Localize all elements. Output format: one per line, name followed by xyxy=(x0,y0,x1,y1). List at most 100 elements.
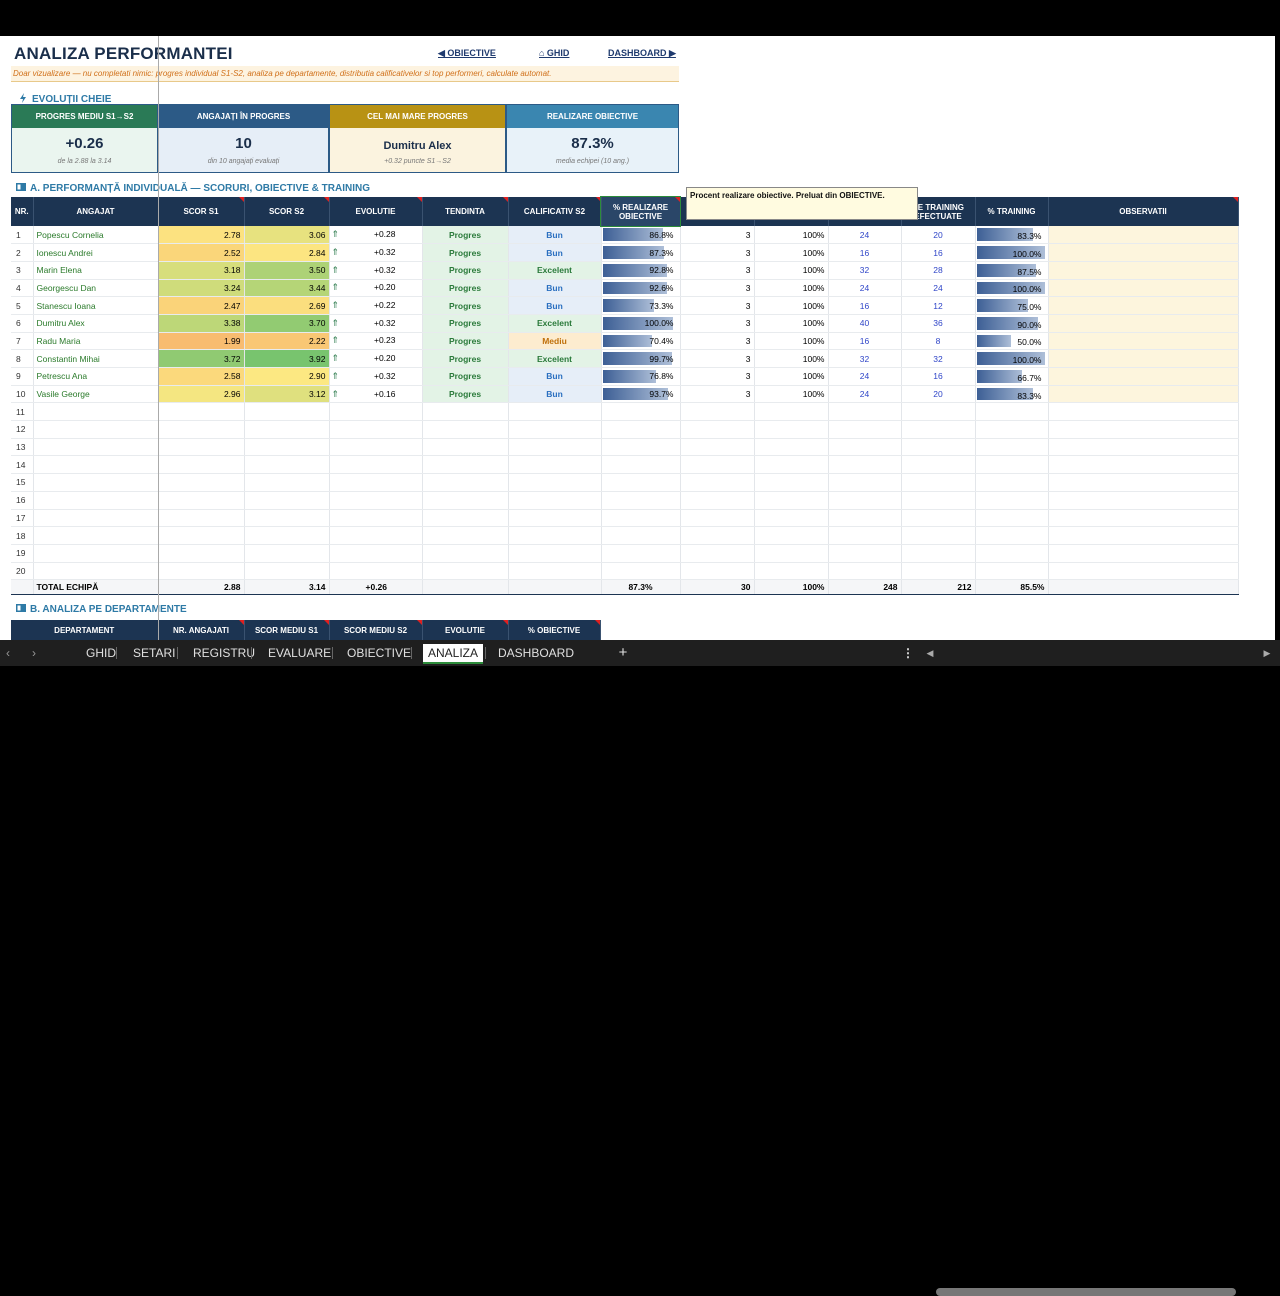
empty-cell[interactable] xyxy=(601,562,681,581)
score-s1[interactable]: 3.18 xyxy=(158,261,245,280)
employee-name[interactable]: Dumitru Alex xyxy=(33,314,159,333)
employee-name[interactable]: Popescu Cornelia xyxy=(33,226,159,245)
empty-cell[interactable] xyxy=(33,544,159,563)
table-row[interactable]: 18 xyxy=(11,526,1239,545)
empty-cell[interactable] xyxy=(33,420,159,439)
objectives-count[interactable]: 3 xyxy=(680,296,755,315)
evolution-cell[interactable]: ⇑ +0.32 xyxy=(329,314,423,333)
sheet-tab-evaluare[interactable]: EVALUARE xyxy=(268,646,332,660)
empty-cell[interactable] xyxy=(158,491,245,510)
score-s2[interactable]: 3.50 xyxy=(244,261,330,280)
training-planned[interactable]: 32 xyxy=(828,261,902,280)
empty-cell[interactable] xyxy=(975,402,1049,422)
empty-cell[interactable] xyxy=(1048,455,1239,475)
training-done[interactable]: 36 xyxy=(901,314,976,333)
empty-cell[interactable] xyxy=(975,526,1049,545)
empty-cell[interactable] xyxy=(975,473,1049,492)
dept-column-header[interactable]: DEPARTAMENT xyxy=(11,620,159,640)
empty-cell[interactable] xyxy=(975,438,1049,457)
rating-cell[interactable]: Bun xyxy=(508,367,602,386)
empty-cell[interactable] xyxy=(828,420,902,439)
evolution-cell[interactable]: ⇑ +0.32 xyxy=(329,243,423,262)
empty-cell[interactable] xyxy=(158,544,245,563)
empty-cell[interactable] xyxy=(901,473,976,492)
column-header[interactable]: TENDINTA xyxy=(422,197,509,226)
score-s2[interactable]: 2.22 xyxy=(244,332,330,351)
empty-cell[interactable] xyxy=(422,455,509,475)
empty-cell[interactable] xyxy=(901,544,976,563)
empty-cell[interactable] xyxy=(1048,509,1239,528)
empty-cell[interactable] xyxy=(1048,491,1239,510)
empty-cell[interactable] xyxy=(33,509,159,528)
scroll-right-icon[interactable]: › xyxy=(32,646,36,660)
empty-cell[interactable] xyxy=(601,473,681,492)
table-row[interactable]: 5 Stanescu Ioana 2.47 2.69 ⇑ +0.22 Progres Bun 7… xyxy=(11,296,1239,315)
empty-cell[interactable] xyxy=(975,420,1049,439)
table-row[interactable]: 13 xyxy=(11,438,1239,457)
sheet-tab-analiza[interactable]: ANALIZA xyxy=(423,644,483,664)
rating-cell[interactable]: Excelent xyxy=(508,261,602,280)
objectives-count[interactable]: 3 xyxy=(680,349,755,368)
trend-cell[interactable]: Progres xyxy=(422,296,509,315)
nav-ghid-link[interactable]: ⌂ GHID xyxy=(539,48,570,58)
training-done[interactable]: 8 xyxy=(901,332,976,351)
table-row[interactable]: 15 xyxy=(11,473,1239,492)
empty-cell[interactable] xyxy=(329,509,423,528)
empty-cell[interactable] xyxy=(601,455,681,475)
empty-cell[interactable] xyxy=(244,402,330,422)
rating-cell[interactable]: Bun xyxy=(508,279,602,298)
trend-cell[interactable]: Progres xyxy=(422,314,509,333)
empty-cell[interactable] xyxy=(601,509,681,528)
table-row[interactable]: 12 xyxy=(11,420,1239,439)
dept-column-header[interactable]: SCOR MEDIU S2 xyxy=(329,620,423,640)
empty-cell[interactable] xyxy=(901,402,976,422)
training-planned[interactable]: 24 xyxy=(828,367,902,386)
table-row[interactable]: 14 xyxy=(11,455,1239,475)
objectives-percent[interactable]: 100% xyxy=(754,226,829,245)
training-percent-cell[interactable]: 100.0% xyxy=(975,349,1049,368)
trend-cell[interactable]: Progres xyxy=(422,279,509,298)
trend-cell[interactable]: Progres xyxy=(422,349,509,368)
empty-cell[interactable] xyxy=(422,509,509,528)
empty-cell[interactable] xyxy=(244,562,330,581)
objective-realization-cell[interactable]: 86.8% xyxy=(601,226,681,245)
objectives-percent[interactable]: 100% xyxy=(754,314,829,333)
training-done[interactable]: 16 xyxy=(901,243,976,262)
empty-cell[interactable] xyxy=(508,473,602,492)
empty-cell[interactable] xyxy=(244,438,330,457)
empty-cell[interactable] xyxy=(422,526,509,545)
empty-cell[interactable] xyxy=(158,438,245,457)
training-percent-cell[interactable]: 90.0% xyxy=(975,314,1049,333)
empty-cell[interactable] xyxy=(33,562,159,581)
empty-cell[interactable] xyxy=(680,402,755,422)
sheet-tab-registru[interactable]: REGISTRU xyxy=(193,646,256,660)
empty-cell[interactable] xyxy=(754,526,829,545)
more-options-icon[interactable]: ⋮ xyxy=(902,646,914,660)
empty-cell[interactable] xyxy=(975,509,1049,528)
table-row[interactable]: 6 Dumitru Alex 3.38 3.70 ⇑ +0.32 Progres Excele… xyxy=(11,314,1239,333)
scroll-left-arrow-icon[interactable]: ◀ xyxy=(926,648,934,658)
objective-realization-cell[interactable]: 73.3% xyxy=(601,296,681,315)
empty-cell[interactable] xyxy=(754,509,829,528)
rating-cell[interactable]: Bun xyxy=(508,226,602,245)
trend-cell[interactable]: Progres xyxy=(422,367,509,386)
table-row[interactable]: 17 xyxy=(11,509,1239,528)
objectives-count[interactable]: 3 xyxy=(680,261,755,280)
rating-cell[interactable]: Excelent xyxy=(508,314,602,333)
objectives-count[interactable]: 3 xyxy=(680,314,755,333)
empty-cell[interactable] xyxy=(33,455,159,475)
nav-objective-link[interactable]: ◀ OBIECTIVE xyxy=(438,48,496,58)
empty-cell[interactable] xyxy=(754,491,829,510)
empty-cell[interactable] xyxy=(158,509,245,528)
empty-cell[interactable] xyxy=(601,544,681,563)
training-percent-cell[interactable]: 83.3% xyxy=(975,385,1049,404)
evolution-cell[interactable]: ⇑ +0.16 xyxy=(329,385,423,404)
empty-cell[interactable] xyxy=(1048,544,1239,563)
score-s2[interactable]: 3.92 xyxy=(244,349,330,368)
objectives-percent[interactable]: 100% xyxy=(754,332,829,351)
empty-cell[interactable] xyxy=(754,420,829,439)
column-header[interactable]: % REALIZARE OBIECTIVE xyxy=(600,196,681,227)
observations-cell[interactable] xyxy=(1048,243,1239,262)
empty-cell[interactable] xyxy=(329,420,423,439)
empty-cell[interactable] xyxy=(901,562,976,581)
